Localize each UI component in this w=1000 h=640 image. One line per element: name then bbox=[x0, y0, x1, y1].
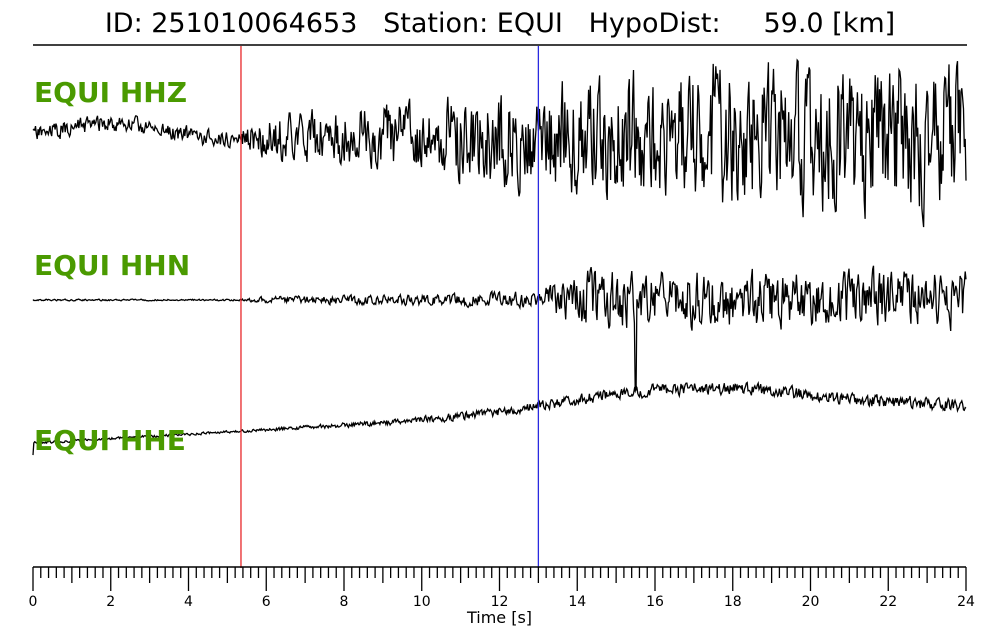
tick-label-18: 18 bbox=[724, 594, 742, 610]
tick-label-8: 8 bbox=[340, 594, 349, 610]
tick-label-16: 16 bbox=[646, 594, 664, 610]
tick-label-24: 24 bbox=[957, 594, 975, 610]
tick-label-20: 20 bbox=[802, 594, 820, 610]
tick-label-2: 2 bbox=[106, 594, 115, 610]
tick-label-14: 14 bbox=[568, 594, 586, 610]
tick-label-4: 4 bbox=[184, 594, 193, 610]
traces-group bbox=[32, 58, 967, 456]
channel-label-3: EQUI HHE bbox=[34, 424, 186, 457]
tick-label-10: 10 bbox=[413, 594, 431, 610]
tick-label-0: 0 bbox=[29, 594, 38, 610]
page-title: ID: 251010064653 Station: EQUI HypoDist:… bbox=[104, 8, 896, 39]
trace-line-3 bbox=[32, 380, 967, 456]
tick-label-22: 22 bbox=[879, 594, 897, 610]
tick-label-6: 6 bbox=[262, 594, 271, 610]
x-axis-title: Time [s] bbox=[466, 608, 532, 627]
pick-markers-group bbox=[240, 46, 540, 568]
channel-label-2: EQUI HHN bbox=[34, 249, 190, 282]
channel-label-1: EQUI HHZ bbox=[34, 76, 187, 109]
channel-labels-group: EQUI HHZ EQUI HHN EQUI HHE bbox=[34, 76, 190, 457]
trace-line-1 bbox=[32, 58, 967, 228]
tick-label-12: 12 bbox=[491, 594, 509, 610]
trace-line-2 bbox=[32, 265, 967, 391]
